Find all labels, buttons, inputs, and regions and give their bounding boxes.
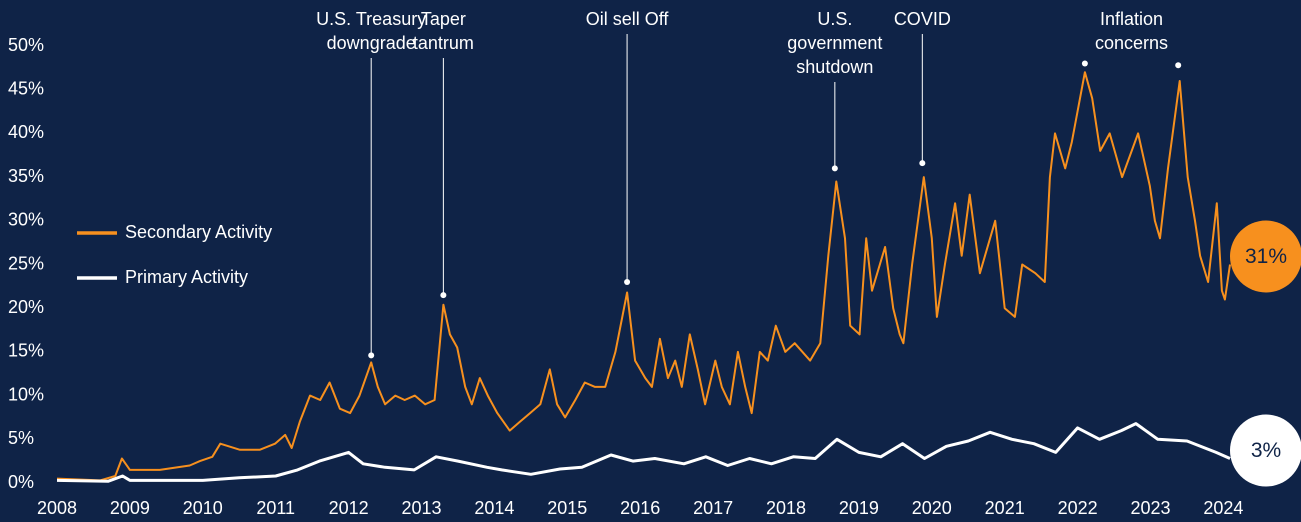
end-badge <box>1230 220 1301 293</box>
y-tick-label: 35% <box>8 166 44 186</box>
annotation-dot <box>368 352 375 359</box>
annotation-dot <box>1081 60 1088 67</box>
x-tick-label: 2024 <box>1203 498 1243 518</box>
series-line <box>56 71 1231 482</box>
y-tick-label: 0% <box>8 472 34 492</box>
x-tick-label: 2019 <box>839 498 879 518</box>
x-tick-label: 2010 <box>183 498 223 518</box>
series-line <box>56 422 1231 483</box>
annotation-dot <box>919 160 926 167</box>
x-tick-label: 2023 <box>1130 498 1170 518</box>
x-tick-label: 2017 <box>693 498 733 518</box>
annotation-text: Inflation <box>1100 9 1163 29</box>
end-badge <box>1230 414 1301 487</box>
annotation-text: Taper <box>421 9 466 29</box>
x-tick-label: 2011 <box>256 498 295 518</box>
y-tick-label: 10% <box>8 384 44 404</box>
x-tick-label: 2015 <box>547 498 587 518</box>
y-tick-label: 40% <box>8 122 44 142</box>
y-tick-label: 25% <box>8 253 44 273</box>
x-tick-label: 2008 <box>37 498 77 518</box>
x-tick-label: 2013 <box>401 498 441 518</box>
annotation-text: U.S. <box>817 9 852 29</box>
x-tick-label: 2014 <box>474 498 514 518</box>
x-tick-label: 2016 <box>620 498 660 518</box>
annotation-dot <box>440 292 447 299</box>
end-label: 31% <box>1245 245 1287 268</box>
x-tick-label: 2012 <box>329 498 369 518</box>
annotation-dot <box>624 278 631 285</box>
legend-label: Secondary Activity <box>125 222 272 242</box>
annotation-dot <box>1175 62 1182 69</box>
y-tick-label: 50% <box>8 35 44 55</box>
x-tick-label: 2022 <box>1058 498 1098 518</box>
annotation-text: concerns <box>1095 33 1168 53</box>
end-label: 3% <box>1251 439 1281 462</box>
y-tick-label: 45% <box>8 78 44 98</box>
y-tick-label: 20% <box>8 297 44 317</box>
x-tick-label: 2021 <box>985 498 1025 518</box>
annotation-text: COVID <box>894 9 951 29</box>
x-tick-label: 2018 <box>766 498 806 518</box>
x-tick-label: 2009 <box>110 498 150 518</box>
y-tick-label: 30% <box>8 210 44 230</box>
y-tick-label: 15% <box>8 341 44 361</box>
x-tick-label: 2020 <box>912 498 952 518</box>
annotation-text: Oil sell Off <box>586 9 670 29</box>
annotation-text: tantrum <box>413 33 474 53</box>
annotation-text: shutdown <box>796 57 873 77</box>
annotation-dot <box>831 165 838 172</box>
y-tick-label: 5% <box>8 428 34 448</box>
annotation-text: downgrade <box>327 33 416 53</box>
annotation-text: government <box>787 33 882 53</box>
legend-label: Primary Activity <box>125 267 248 287</box>
annotation-text: U.S. Treasury <box>316 9 426 29</box>
